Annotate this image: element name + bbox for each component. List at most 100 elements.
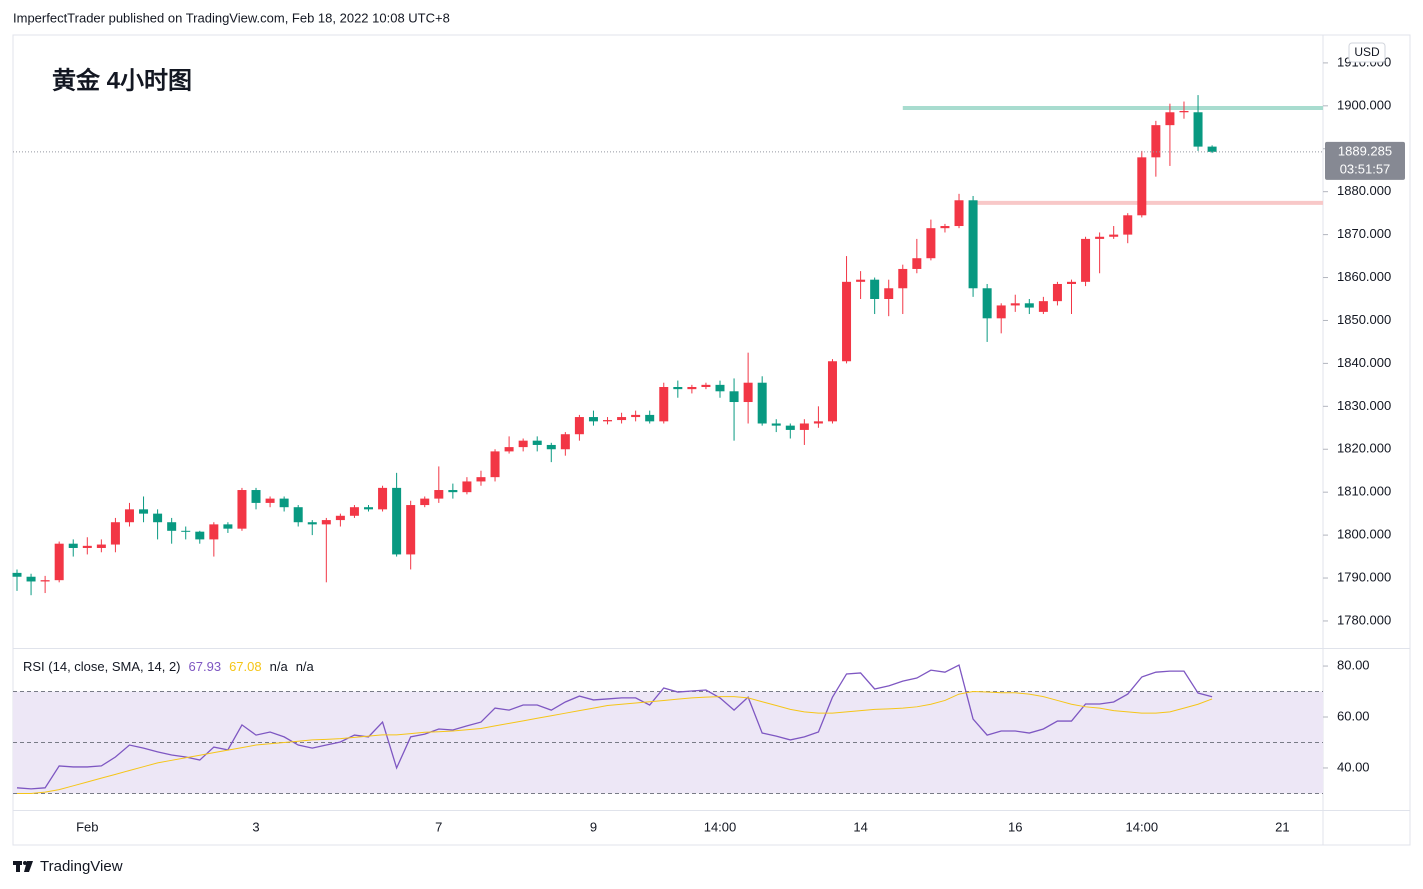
x-tick-label: 3	[252, 819, 259, 834]
y-tick-label: 1810.000	[1337, 484, 1391, 499]
candle-body	[1010, 303, 1020, 306]
candle-body	[813, 421, 823, 424]
candle-body	[12, 572, 22, 577]
rsi-value: 67.08	[229, 659, 262, 674]
candle-body	[659, 387, 669, 422]
currency-label: USD	[1354, 45, 1380, 59]
candle-body	[26, 576, 36, 582]
candle-body	[1137, 157, 1147, 216]
rsi-line	[17, 691, 1213, 794]
candle-body	[982, 288, 992, 319]
candle-body	[701, 384, 711, 388]
x-tick-label: 14	[853, 819, 867, 834]
candle-body	[687, 387, 697, 390]
candle-body	[799, 423, 809, 430]
y-tick-label: 1840.000	[1337, 355, 1391, 370]
candle-body	[293, 507, 303, 523]
candle-body	[490, 451, 500, 478]
frame	[12, 34, 1411, 846]
currency-box	[1348, 42, 1386, 63]
x-tick-label: 21	[1275, 819, 1289, 834]
candle-body	[1081, 238, 1091, 282]
y-tick-label: 1800.000	[1337, 527, 1391, 542]
y-tick-label: 1780.000	[1337, 612, 1391, 627]
candle-body	[279, 498, 289, 508]
candle-body	[1123, 215, 1133, 235]
candle-body	[729, 391, 739, 403]
candle-body	[167, 522, 177, 531]
publish-header: ImperfectTrader published on TradingView…	[13, 10, 450, 25]
x-tick-label: 7	[435, 819, 442, 834]
candle-body	[1024, 303, 1034, 308]
candle-body	[884, 288, 894, 300]
footer-brand: TradingView	[40, 858, 123, 875]
candle-body	[574, 417, 584, 435]
candle-body	[560, 434, 570, 450]
candle-body	[40, 580, 50, 582]
candle-body	[673, 387, 683, 390]
candle-body	[1207, 146, 1217, 152]
candle-body	[912, 258, 922, 269]
candle-body	[364, 507, 373, 510]
rsi-value: 67.93	[189, 659, 222, 674]
y-tick-label: 1830.000	[1337, 398, 1391, 413]
candle-body	[237, 490, 247, 529]
candle-body	[715, 384, 725, 392]
candle-body	[898, 268, 908, 289]
tv-logo	[13, 861, 33, 872]
countdown-label: 03:51:57	[1340, 161, 1391, 176]
candle-body	[771, 423, 781, 426]
rsi-line	[16, 664, 1213, 790]
candle-body	[124, 509, 134, 523]
y-tick-label: 40.00	[1337, 759, 1370, 774]
candle-body	[1095, 236, 1105, 239]
candle-body	[392, 487, 402, 555]
candle-body	[1151, 125, 1161, 158]
candle-body	[603, 420, 613, 422]
candle-body	[954, 200, 964, 227]
candle-body	[617, 417, 627, 421]
y-tick-label: 1790.000	[1337, 569, 1391, 584]
candle-body	[940, 226, 950, 229]
candle-body	[378, 487, 388, 510]
candle-body	[546, 444, 556, 450]
candle-body	[856, 279, 866, 282]
candle-body	[1109, 234, 1119, 237]
candle-body	[785, 425, 795, 430]
rsi-legend: RSI (14, close, SMA, 14, 2) 67.93 67.08 n/a…	[23, 659, 315, 674]
candle-body	[1165, 112, 1175, 126]
chart-title: 黄金 4小时图	[52, 66, 192, 94]
candle-body	[434, 490, 444, 499]
y-tick-label: 1860.000	[1337, 269, 1391, 284]
y-tick-label: 1820.000	[1337, 441, 1391, 456]
candle-body	[631, 414, 641, 418]
candle-body	[476, 477, 486, 482]
candle-body	[420, 498, 430, 506]
candle-body	[588, 417, 598, 422]
y-tick-label: 1900.000	[1337, 97, 1391, 112]
y-tick-label: 80.00	[1337, 657, 1370, 672]
candle-body	[195, 531, 205, 540]
candle-body	[54, 543, 64, 581]
rsi-na: n/a	[270, 659, 289, 674]
candle-body	[181, 530, 191, 532]
x-tick-label: 9	[590, 819, 597, 834]
candle-body	[209, 524, 219, 540]
x-tick-label: 14:00	[704, 819, 737, 834]
candle-body	[265, 498, 275, 503]
candle-body	[462, 481, 472, 493]
candle-body	[406, 505, 416, 555]
candle-body	[335, 515, 345, 521]
x-tick-label: 14:00	[1126, 819, 1159, 834]
candle-body	[743, 382, 753, 403]
candle-body	[518, 440, 528, 448]
last-price-box	[1325, 141, 1405, 180]
candle-body	[349, 507, 359, 516]
candle-body	[110, 522, 120, 545]
candle-body	[827, 361, 837, 422]
y-tick-label: 1870.000	[1337, 226, 1391, 241]
candle-body	[504, 447, 514, 452]
candle-body	[68, 543, 78, 548]
